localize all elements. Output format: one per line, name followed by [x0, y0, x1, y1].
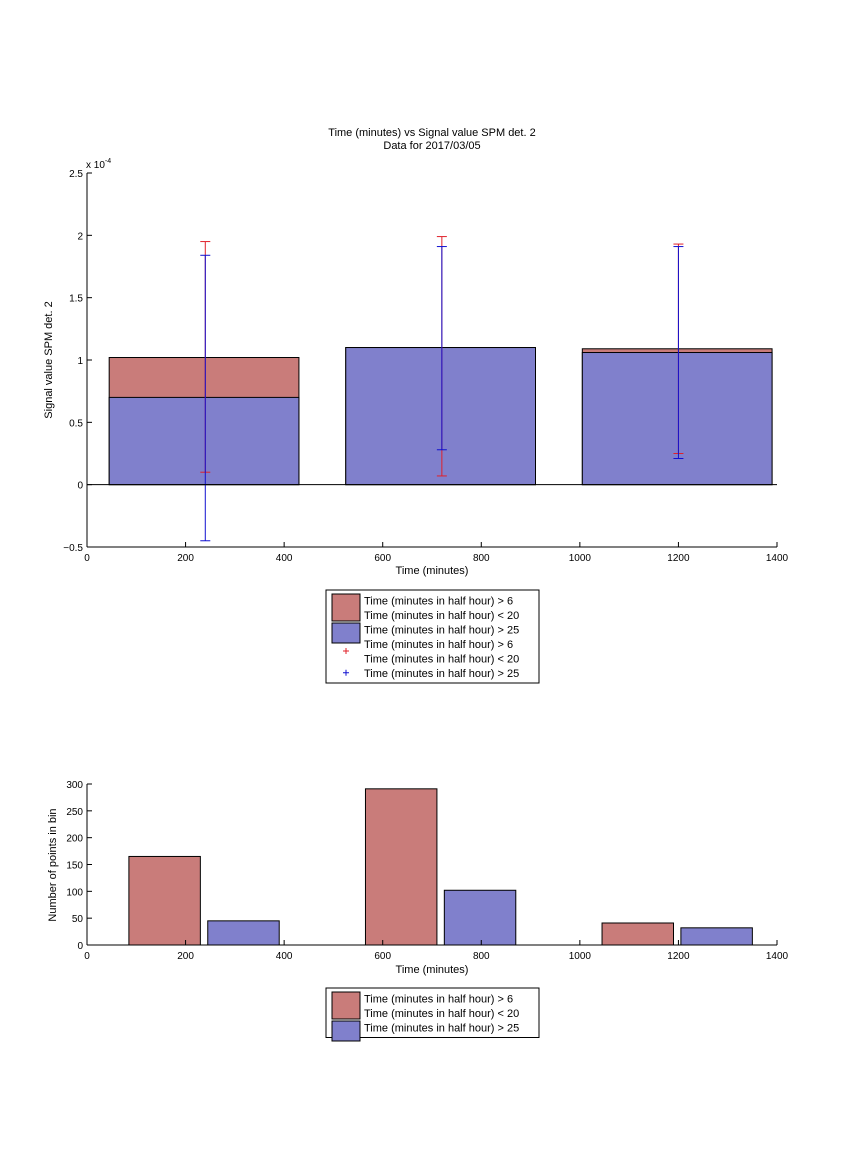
bar-blue [581, 352, 773, 486]
y-tick-label: 100 [66, 887, 83, 898]
bar-blue [443, 889, 517, 946]
y-tick-label: 2.5 [69, 169, 83, 180]
x-tick-label: 200 [177, 553, 194, 564]
legend: Time (minutes in half hour) > 6 Time (min… [325, 987, 540, 1042]
bar-red [128, 855, 201, 946]
x-tick-label: 800 [473, 951, 490, 962]
legend-swatch [331, 622, 361, 644]
y-tick-label: 1.5 [69, 294, 83, 305]
x-tick-label: 400 [276, 951, 293, 962]
legend-label: Time (minutes in half hour) > 6 [364, 994, 513, 1006]
axes: 0 200 400 600 800 1000 1200 1400−0.500.511.522.… [63, 169, 788, 564]
x-tick-label: 800 [473, 553, 490, 564]
legend-box [325, 987, 540, 1038]
chart-title: Time (minutes) vs Signal value SPM det. … [328, 127, 535, 139]
x-tick-label: 0 [84, 553, 90, 564]
y-tick-label: 0.5 [69, 418, 83, 429]
signal-chart: Time (minutes) vs Signal value SPM det. … [43, 127, 789, 684]
chart-subtitle: Data for 2017/03/05 [383, 140, 480, 152]
bar-group [108, 347, 773, 486]
legend-label: Time (minutes in half hour) < 20 [364, 654, 519, 666]
x-tick-label: 600 [374, 553, 391, 564]
bar-blue [345, 347, 536, 486]
x-tick-label: 1400 [766, 951, 789, 962]
axes: 0 200 400 600 800 1000 1200 1400 0 50 100 150 200 250… [66, 780, 788, 962]
y-tick-label: −0.5 [63, 543, 83, 554]
y-exponent-base: x 10 [86, 160, 105, 171]
y-tick-label: 0 [77, 481, 83, 492]
x-tick-label: 1400 [766, 553, 789, 564]
y-tick-label: 50 [72, 914, 84, 925]
x-tick-label: 400 [276, 553, 293, 564]
x-tick-label: 1200 [667, 553, 690, 564]
x-tick-label: 1200 [667, 951, 690, 962]
legend-box [325, 589, 540, 684]
legend: Time (minutes in half hour) > 6 Time (min… [325, 589, 540, 684]
y-axis-label: Number of points in bin [47, 808, 59, 921]
legend-label: Time (minutes in half hour) > 25 [364, 1023, 519, 1035]
count-chart: 0 200 400 600 800 1000 1200 1400 0 50 100 150 200 250… [47, 780, 789, 1042]
x-axis-label: Time (minutes) [396, 964, 469, 976]
legend-label: Time (minutes in half hour) > 25 [364, 668, 519, 680]
legend-label: Time (minutes in half hour) > 6 [364, 596, 513, 608]
x-axis-label: Time (minutes) [396, 565, 469, 577]
legend-swatch [331, 593, 361, 622]
y-tick-label: 250 [66, 807, 83, 818]
legend-label: Time (minutes in half hour) > 25 [364, 625, 519, 637]
bar-blue [680, 927, 753, 946]
legend-label: Time (minutes in half hour) < 20 [364, 610, 519, 622]
y-axis-label: Signal value SPM det. 2 [43, 301, 55, 418]
y-tick-label: 200 [66, 834, 83, 845]
y-tick-label: 0 [77, 941, 83, 952]
bar-red [364, 788, 438, 946]
y-exponent-label: x 10-4 [86, 158, 111, 171]
x-tick-label: 600 [374, 951, 391, 962]
errorbar-group [200, 236, 684, 542]
y-tick-label: 300 [66, 780, 83, 791]
y-tick-label: 1 [77, 356, 83, 367]
y-tick-label: 2 [77, 231, 83, 242]
x-tick-label: 200 [177, 951, 194, 962]
y-tick-label: 150 [66, 861, 83, 872]
legend-swatch [331, 1020, 361, 1042]
x-tick-label: 1000 [569, 951, 592, 962]
legend-swatch [331, 991, 361, 1020]
bar-red [601, 922, 674, 946]
bar-blue [108, 396, 300, 486]
bar-blue [207, 920, 280, 946]
x-tick-label: 1000 [569, 553, 592, 564]
y-exponent-power: -4 [105, 158, 111, 165]
x-tick-label: 0 [84, 951, 90, 962]
legend-label: Time (minutes in half hour) > 6 [364, 639, 513, 651]
bar-group [128, 788, 753, 946]
legend-label: Time (minutes in half hour) < 20 [364, 1008, 519, 1020]
